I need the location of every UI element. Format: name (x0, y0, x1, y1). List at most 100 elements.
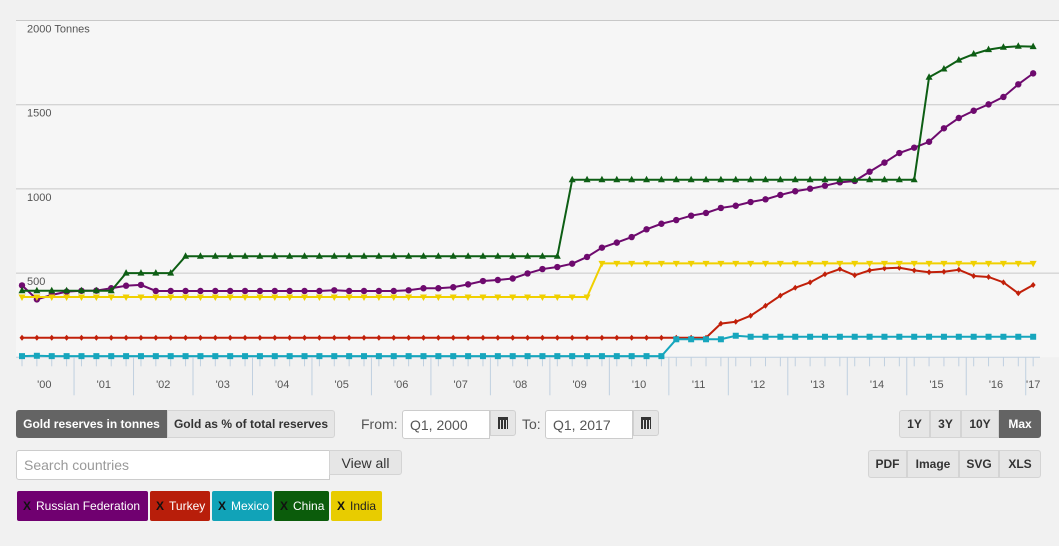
data-point-russian-federation (435, 285, 442, 292)
data-point-russian-federation (316, 287, 323, 295)
data-point-china (152, 269, 160, 276)
data-point-china (345, 252, 353, 259)
export-xls-button[interactable]: XLS (999, 450, 1041, 478)
data-point-china (925, 73, 933, 80)
data-point-china (895, 175, 903, 183)
data-point-mexico (703, 336, 710, 343)
data-point-turkey (807, 279, 813, 286)
data-point-india (657, 260, 665, 268)
data-point-china (851, 175, 859, 183)
data-point-mexico (658, 353, 665, 360)
data-point-russian-federation (925, 138, 933, 145)
data-point-india (985, 260, 993, 268)
data-point-mexico (286, 353, 293, 360)
data-point-mexico (48, 353, 55, 360)
data-point-india (226, 294, 234, 302)
data-point-turkey (435, 334, 441, 341)
calendar-icon (641, 417, 651, 429)
data-point-mexico (955, 333, 962, 340)
from-calendar-button[interactable] (490, 410, 516, 436)
data-point-china (226, 252, 234, 259)
data-point-india (92, 294, 100, 302)
data-point-india (509, 294, 517, 302)
data-point-india (211, 294, 219, 302)
to-date-input[interactable]: Q1, 2017 (545, 410, 633, 439)
range-10y-button[interactable]: 10Y (961, 410, 999, 438)
data-point-turkey (316, 334, 322, 341)
range-1y-button[interactable]: 1Y (899, 410, 930, 438)
x-tick-label: '04 (275, 379, 289, 391)
data-point-india (479, 294, 487, 302)
data-point-mexico (361, 353, 368, 360)
data-point-india (821, 260, 829, 268)
data-point-russian-federation (524, 270, 531, 277)
data-point-russian-federation (821, 182, 829, 189)
calendar-icon (498, 417, 508, 429)
export-image-button[interactable]: Image (907, 450, 959, 478)
remove-tag-button[interactable]: X (23, 499, 32, 513)
data-point-russian-federation (554, 263, 561, 271)
data-point-china (836, 175, 844, 183)
data-point-turkey (420, 334, 426, 341)
data-point-india (122, 294, 130, 302)
data-point-mexico (524, 353, 531, 360)
data-point-russian-federation (702, 209, 710, 217)
range-3y-button[interactable]: 3Y (930, 410, 961, 438)
data-point-india (167, 294, 175, 302)
mode-tonnes-button[interactable]: Gold reserves in tonnes (16, 410, 167, 438)
data-point-turkey (168, 334, 174, 341)
search-countries-input[interactable]: Search countries (16, 450, 330, 480)
data-point-china (553, 252, 561, 259)
data-point-turkey (881, 265, 887, 272)
data-point-russian-federation (940, 125, 948, 132)
data-point-india (48, 294, 56, 302)
data-point-mexico (762, 333, 769, 340)
data-point-india (538, 294, 546, 302)
data-point-india (77, 294, 85, 302)
data-point-mexico (316, 353, 323, 360)
data-point-china (167, 269, 175, 276)
data-point-india (494, 294, 502, 302)
from-date-input[interactable]: Q1, 2000 (402, 410, 490, 439)
data-point-india (970, 260, 978, 268)
remove-tag-button[interactable]: X (218, 499, 227, 513)
data-point-russian-federation (375, 287, 383, 295)
data-point-mexico (688, 336, 695, 343)
data-point-turkey (480, 334, 486, 341)
data-point-mexico (1000, 333, 1007, 340)
data-point-turkey (93, 334, 99, 341)
data-point-turkey (78, 334, 84, 341)
export-svg-button[interactable]: SVG (959, 450, 999, 478)
x-tick-label: '10 (632, 379, 646, 391)
data-point-india (732, 260, 740, 268)
data-point-china (286, 252, 294, 259)
data-point-turkey (926, 269, 932, 276)
view-all-button[interactable]: View all (329, 450, 402, 475)
data-point-india (910, 260, 918, 268)
data-point-turkey (1000, 279, 1006, 286)
data-point-india (762, 260, 769, 268)
data-point-india (196, 294, 204, 302)
mode-percent-button[interactable]: Gold as % of total reserves (167, 410, 335, 438)
data-point-india (286, 294, 294, 302)
remove-tag-button[interactable]: X (337, 499, 346, 513)
to-calendar-button[interactable] (633, 410, 659, 436)
remove-tag-button[interactable]: X (156, 499, 165, 513)
data-point-china (449, 252, 457, 259)
data-point-india (747, 260, 755, 268)
data-point-turkey (792, 284, 798, 291)
data-point-india (315, 294, 323, 302)
range-max-button[interactable]: Max (999, 410, 1041, 438)
data-point-turkey (465, 334, 471, 341)
tag-label: Russian Federation (36, 499, 141, 513)
data-point-russian-federation (479, 277, 487, 285)
export-pdf-button[interactable]: PDF (868, 450, 907, 478)
remove-tag-button[interactable]: X (280, 499, 289, 513)
data-point-india (1014, 260, 1022, 268)
data-point-mexico (911, 333, 918, 340)
to-label: To: (522, 416, 541, 432)
data-point-india (18, 294, 26, 302)
data-point-russian-federation (539, 265, 546, 273)
data-point-india (836, 260, 844, 268)
tag-india: X India (331, 491, 382, 521)
